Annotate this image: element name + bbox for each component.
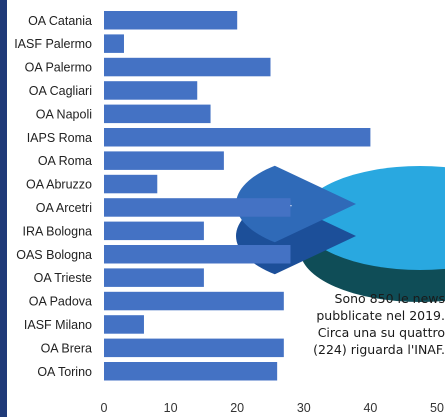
bar (104, 245, 291, 264)
bar (104, 291, 284, 311)
bar (104, 11, 238, 30)
category-label: OAS Bologna (16, 248, 92, 262)
x-tick-label: 50 (430, 401, 444, 415)
x-tick-label: 30 (297, 401, 311, 415)
pie-chart: 224 (236, 165, 445, 302)
x-tick-label: 20 (230, 401, 244, 415)
bar (104, 174, 158, 194)
bar (104, 315, 144, 334)
category-label: IASF Milano (24, 318, 92, 332)
bar (104, 221, 204, 241)
category-label: OA Trieste (34, 271, 92, 285)
x-tick-label: 10 (164, 401, 178, 415)
bar (104, 198, 291, 217)
x-tick-label: 0 (101, 401, 108, 415)
bar (104, 34, 124, 53)
left-accent-strip (0, 0, 7, 417)
x-axis: 0 10 20 30 40 50 (101, 401, 444, 415)
category-label: IASF Palermo (14, 37, 92, 51)
bar (104, 362, 278, 381)
bar (104, 57, 271, 77)
note-line-3: Circa una su quattro (317, 325, 445, 340)
category-label: OA Catania (28, 14, 92, 28)
category-label: OA Arcetri (36, 201, 92, 215)
category-label: OA Roma (38, 154, 92, 168)
bar (104, 151, 224, 170)
bar (104, 268, 204, 287)
note-line-2: pubblicate nel 2019. (316, 308, 445, 323)
bars (104, 11, 371, 381)
category-label: OA Napoli (36, 107, 92, 121)
bar (104, 128, 371, 147)
bar (104, 338, 284, 358)
category-label: OA Palermo (25, 61, 92, 75)
bar (104, 81, 198, 100)
bar (104, 104, 211, 124)
category-label: OA Abruzzo (26, 178, 92, 192)
pie-slice-224 (236, 165, 356, 243)
note-line-1: Sono 850 le news (334, 291, 445, 306)
category-label: OA Cagliari (29, 84, 92, 98)
news-note: Sono 850 le news pubblicate nel 2019. Ci… (300, 290, 445, 358)
note-line-4: (224) riguarda l'INAF. (313, 342, 445, 357)
category-label: OA Torino (37, 365, 92, 379)
category-label: IRA Bologna (23, 224, 93, 238)
category-label: OA Brera (41, 341, 92, 355)
category-label: OA Padova (29, 295, 92, 309)
category-labels: OA Catania IASF Palermo OA Palermo OA Cagli… (14, 14, 92, 379)
x-tick-label: 40 (363, 401, 377, 415)
category-label: IAPS Roma (27, 131, 92, 145)
